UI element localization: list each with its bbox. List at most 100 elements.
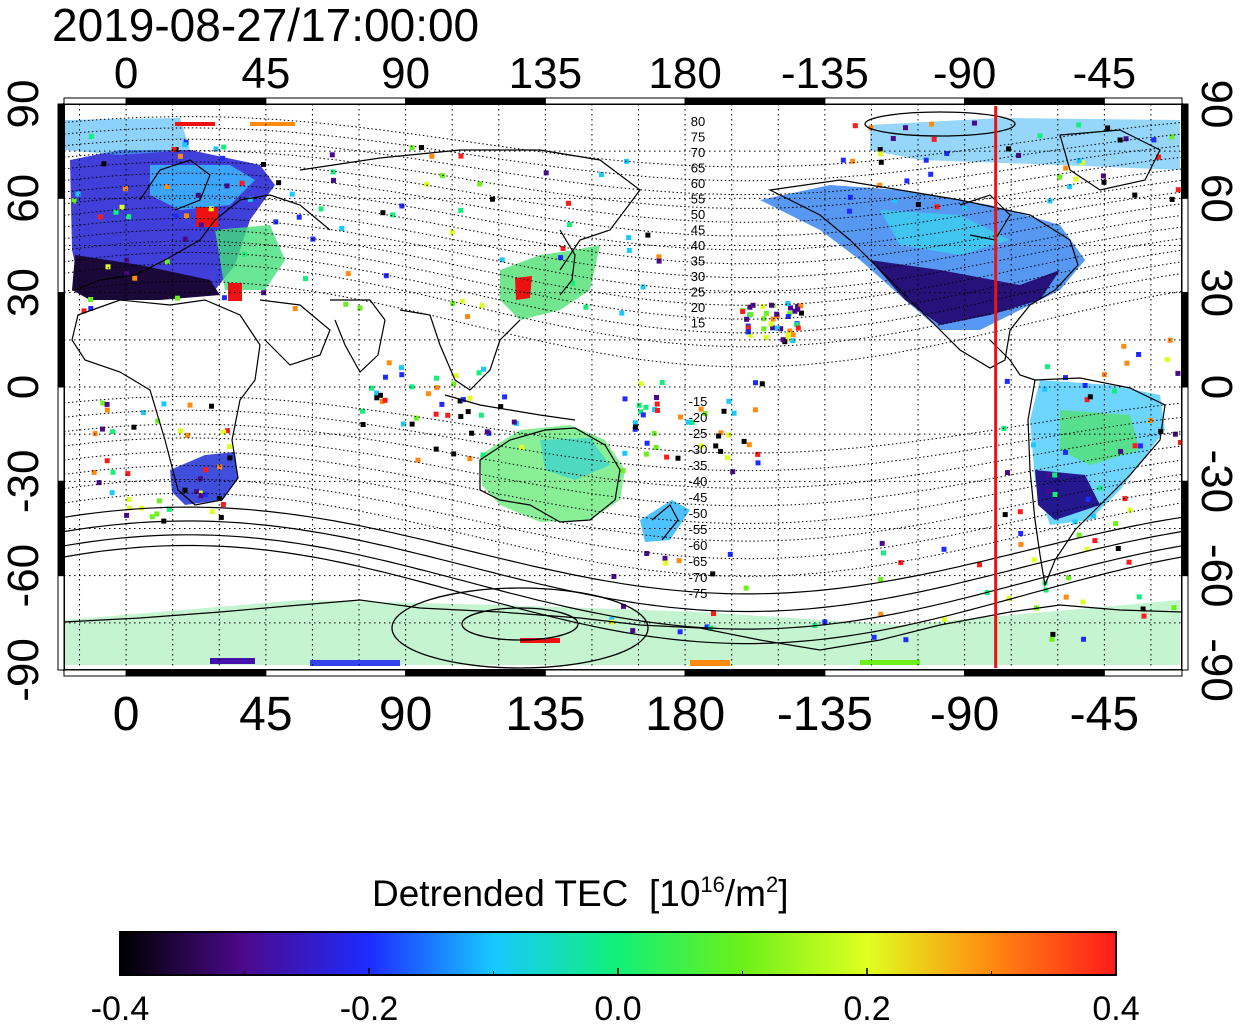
tec-pixel <box>88 306 94 311</box>
coast-antarctica <box>64 599 1182 651</box>
tec-pixel <box>871 634 877 640</box>
tec-pixel <box>374 395 380 401</box>
tec-pixel <box>1031 557 1037 563</box>
tec-pixel <box>721 408 727 414</box>
tec-pixel <box>1112 388 1117 394</box>
bottom-axis-bar <box>265 669 407 677</box>
contour-label-north: 25 <box>691 285 705 300</box>
bottom-axis-bar <box>964 669 1105 677</box>
tec-pixel <box>795 325 801 331</box>
right-lat-tick-label: -60 <box>1192 544 1240 608</box>
tec-pixel <box>792 308 798 314</box>
tec-pixel <box>453 373 459 379</box>
tec-pixel <box>651 430 657 436</box>
tec-pixel <box>499 257 505 263</box>
tec-pixel <box>91 469 97 475</box>
tec-pixel <box>780 337 786 343</box>
tec-pixel <box>711 611 716 616</box>
coast-arabia <box>259 299 331 366</box>
tec-pixel <box>1005 470 1010 476</box>
tec-pixel <box>923 157 929 163</box>
tec-pixel <box>928 171 934 177</box>
contour-label-south: -65 <box>689 554 708 569</box>
tec-pixel <box>330 169 336 175</box>
tec-pixel <box>1080 160 1086 166</box>
tec-pixel <box>840 157 846 163</box>
tec-pixel <box>221 144 227 150</box>
tec-pixel <box>182 236 188 242</box>
tec-pixel <box>126 214 132 220</box>
top-axis-bar <box>544 97 686 105</box>
tec-pixel <box>787 328 793 334</box>
left-lat-tick-label: -30 <box>0 450 48 514</box>
coast-indonesia <box>444 394 576 421</box>
tec-pixel <box>1117 137 1123 143</box>
tec-pixel <box>934 204 940 210</box>
tec-pixel <box>458 153 464 159</box>
tec-pixel <box>390 212 396 218</box>
tec-pixel <box>745 325 751 331</box>
contour-label-north: 15 <box>691 316 705 331</box>
coast-greenland <box>1059 129 1161 191</box>
tec-pixel <box>126 505 132 511</box>
left-lat-tick-label: 60 <box>0 174 48 223</box>
bottom-lon-tick-label: 90 <box>379 688 432 741</box>
tec-pixel <box>477 181 483 187</box>
tec-pixel <box>110 469 116 475</box>
tec-pixel <box>630 628 636 634</box>
tec-pixel <box>469 430 475 436</box>
tec-pixel <box>1121 343 1127 349</box>
tec-pixel <box>944 151 950 156</box>
contour-south <box>64 451 1182 525</box>
tec-pixel <box>439 401 445 407</box>
tec-pixel <box>1016 153 1022 158</box>
tec-pixel <box>156 498 162 504</box>
top-axis-bar <box>964 97 1105 105</box>
bottom-lon-tick-label: 0 <box>113 688 140 741</box>
tec-strip-3 <box>690 660 730 666</box>
tec-pixel <box>868 125 874 131</box>
tec-pixel <box>730 469 736 475</box>
tec-strip-2 <box>310 660 400 666</box>
tec-pixel <box>633 424 638 430</box>
tec-pixel <box>718 430 724 436</box>
tec-pixel <box>81 308 87 314</box>
tec-pixel <box>399 203 405 209</box>
right-lat-tick-label: 90 <box>1192 80 1240 129</box>
tec-pixel <box>224 428 230 434</box>
contour-label-north: 60 <box>691 176 705 191</box>
tec-pixel <box>643 404 649 410</box>
tec-pixel <box>640 412 646 418</box>
tec-pixel <box>360 408 365 414</box>
colorbar-tick-label: 0.2 <box>843 990 890 1024</box>
tec-pixel <box>904 178 910 184</box>
tec-pixel <box>653 445 659 450</box>
colorbar-unit-exponent-2: 2 <box>766 872 779 897</box>
tec-pixel <box>558 255 564 261</box>
contour-label-north: 55 <box>691 192 705 207</box>
tec-pixel <box>929 121 935 127</box>
tec-pixel <box>626 247 632 253</box>
tec-pixel <box>360 422 366 427</box>
coast-japan <box>559 229 576 296</box>
tec-pixel <box>743 585 749 591</box>
contour-label-north: 75 <box>691 130 705 145</box>
contour-label-south: -25 <box>689 426 708 441</box>
tec-pixel <box>202 492 208 498</box>
contour-label-north: 65 <box>691 161 705 176</box>
tec-pixel <box>227 455 233 461</box>
tec-pixel <box>292 306 298 312</box>
colorbar-unit-suffix: ] <box>778 873 789 914</box>
tec-pixel <box>185 432 190 438</box>
tec-pixel <box>727 551 733 557</box>
contour-label-south: -15 <box>689 394 708 409</box>
tec-pixel <box>519 444 525 450</box>
bottom-lon-tick-label: 180 <box>645 688 725 741</box>
tec-pixel <box>476 370 482 376</box>
tec-pixel <box>822 619 828 625</box>
tec-pixel <box>329 152 335 158</box>
contour-label-north: 30 <box>691 269 705 284</box>
tec-pixel <box>164 259 170 265</box>
colorbar-unit-mid: /m <box>724 873 766 914</box>
tec-pixel <box>1045 364 1050 370</box>
